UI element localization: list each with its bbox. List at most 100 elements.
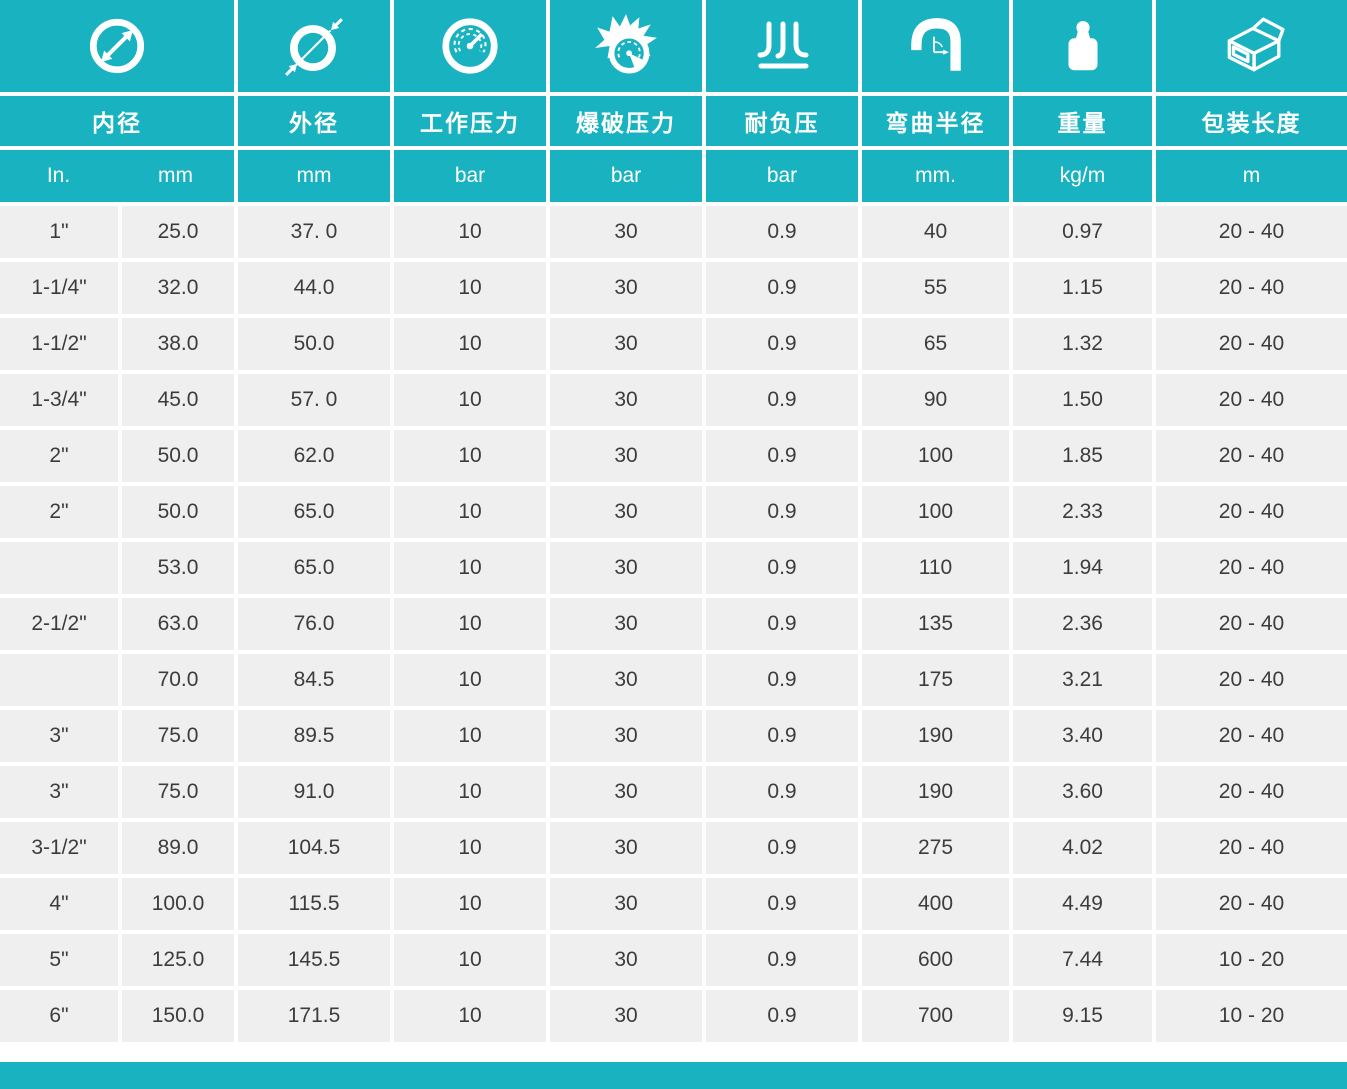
column-icon-cell (1156, 0, 1347, 92)
cell: 10 (394, 430, 546, 482)
header-label-row: 内径 外径 工作压力 爆破压力 耐负压 弯曲半径 重量 包装长度 (0, 96, 1347, 146)
table-row: 2-1/2" 63.0 76.0 10 30 0.9 135 2.36 20 - 40 (0, 598, 1347, 650)
cell: 400 (862, 878, 1009, 930)
cell (0, 542, 118, 594)
cell: 4" (0, 878, 118, 930)
column-header-cell: 工作压力 (394, 96, 546, 146)
cell: 76.0 (238, 598, 390, 650)
column-icon-cell (0, 0, 234, 92)
cell: 37. 0 (238, 206, 390, 258)
cell: 10 (394, 542, 546, 594)
cell: 20 - 40 (1156, 878, 1347, 930)
table-row: 1-1/2" 38.0 50.0 10 30 0.9 65 1.32 20 - 40 (0, 318, 1347, 370)
cell: 10 (394, 262, 546, 314)
cell: 1.32 (1013, 318, 1152, 370)
cell: 10 (394, 710, 546, 762)
cell: 30 (550, 486, 702, 538)
cell: 190 (862, 766, 1009, 818)
cell: 2.36 (1013, 598, 1152, 650)
cell: 0.9 (706, 710, 858, 762)
cell: 20 - 40 (1156, 710, 1347, 762)
cell: 10 (394, 990, 546, 1042)
cell: 1-1/2" (0, 318, 118, 370)
cell: 10 (394, 486, 546, 538)
cell: 62.0 (238, 430, 390, 482)
cell: 2.33 (1013, 486, 1152, 538)
unit-cell: m (1156, 150, 1347, 202)
cell: 30 (550, 430, 702, 482)
cell: 84.5 (238, 654, 390, 706)
cell: 3" (0, 710, 118, 762)
cell: 0.9 (706, 654, 858, 706)
cell: 1-3/4" (0, 374, 118, 426)
cell: 53.0 (122, 542, 234, 594)
table-row: 6" 150.0 171.5 10 30 0.9 700 9.15 10 - 20 (0, 990, 1347, 1042)
cell: 0.9 (706, 934, 858, 986)
cell: 30 (550, 598, 702, 650)
cell: 0.9 (706, 318, 858, 370)
cell: 0.9 (706, 766, 858, 818)
cell: 0.97 (1013, 206, 1152, 258)
cell: 63.0 (122, 598, 234, 650)
column-icon-cell (1013, 0, 1152, 92)
cell: 30 (550, 262, 702, 314)
column-header-cell: 包装长度 (1156, 96, 1347, 146)
cell: 9.15 (1013, 990, 1152, 1042)
cell: 89.5 (238, 710, 390, 762)
cell: 30 (550, 318, 702, 370)
cell: 20 - 40 (1156, 766, 1347, 818)
weight-icon (1067, 21, 1098, 71)
cell: 100.0 (122, 878, 234, 930)
cell: 89.0 (122, 822, 234, 874)
cell: 44.0 (238, 262, 390, 314)
unit-label: In. (46, 164, 71, 187)
table-row: 3" 75.0 91.0 10 30 0.9 190 3.60 20 - 40 (0, 766, 1347, 818)
cell: 10 (394, 766, 546, 818)
cell: 0.9 (706, 486, 858, 538)
cell: 1-1/4" (0, 262, 118, 314)
cell: 2" (0, 430, 118, 482)
unit-cell: mm. (862, 150, 1009, 202)
table-row: 2" 50.0 62.0 10 30 0.9 100 1.85 20 - 40 (0, 430, 1347, 482)
vacuum-resistance-icon (757, 21, 809, 69)
cell: 3.60 (1013, 766, 1152, 818)
column-header-cell: 外径 (238, 96, 390, 146)
cell: 10 (394, 822, 546, 874)
spec-table: 内径 外径 工作压力 爆破压力 耐负压 弯曲半径 重量 包装长度 In. mm … (0, 0, 1347, 1042)
column-header-label: 外径 (289, 110, 339, 136)
cell: 10 (394, 598, 546, 650)
cell: 20 - 40 (1156, 822, 1347, 874)
cell: 10 (394, 206, 546, 258)
cell: 7.44 (1013, 934, 1152, 986)
cell: 38.0 (122, 318, 234, 370)
cell: 30 (550, 654, 702, 706)
burst-pressure-icon (595, 14, 657, 74)
cell: 700 (862, 990, 1009, 1042)
table-row: 4" 100.0 115.5 10 30 0.9 400 4.49 20 - 40 (0, 878, 1347, 930)
cell: 0.9 (706, 878, 858, 930)
column-header-cell: 爆破压力 (550, 96, 702, 146)
column-header-label: 爆破压力 (576, 110, 676, 136)
cell: 6" (0, 990, 118, 1042)
cell: 3" (0, 766, 118, 818)
cell: 115.5 (238, 878, 390, 930)
cell: 30 (550, 822, 702, 874)
column-header-label: 内径 (92, 110, 142, 136)
cell: 150.0 (122, 990, 234, 1042)
cell (0, 654, 118, 706)
cell: 3-1/2" (0, 822, 118, 874)
cell: 20 - 40 (1156, 486, 1347, 538)
footer-accent-bar (0, 1062, 1347, 1089)
column-icon-cell (862, 0, 1009, 92)
cell: 25.0 (122, 206, 234, 258)
cell: 30 (550, 934, 702, 986)
cell: 2" (0, 486, 118, 538)
cell: 10 - 20 (1156, 934, 1347, 986)
unit-cell: In. mm (0, 150, 234, 202)
table-row: 53.0 65.0 10 30 0.9 110 1.94 20 - 40 (0, 542, 1347, 594)
cell: 10 (394, 934, 546, 986)
cell: 100 (862, 486, 1009, 538)
cell: 45.0 (122, 374, 234, 426)
table-row: 1" 25.0 37. 0 10 30 0.9 40 0.97 20 - 40 (0, 206, 1347, 258)
header-units-row: In. mm mm bar bar bar mm. kg/m m (0, 150, 1347, 202)
